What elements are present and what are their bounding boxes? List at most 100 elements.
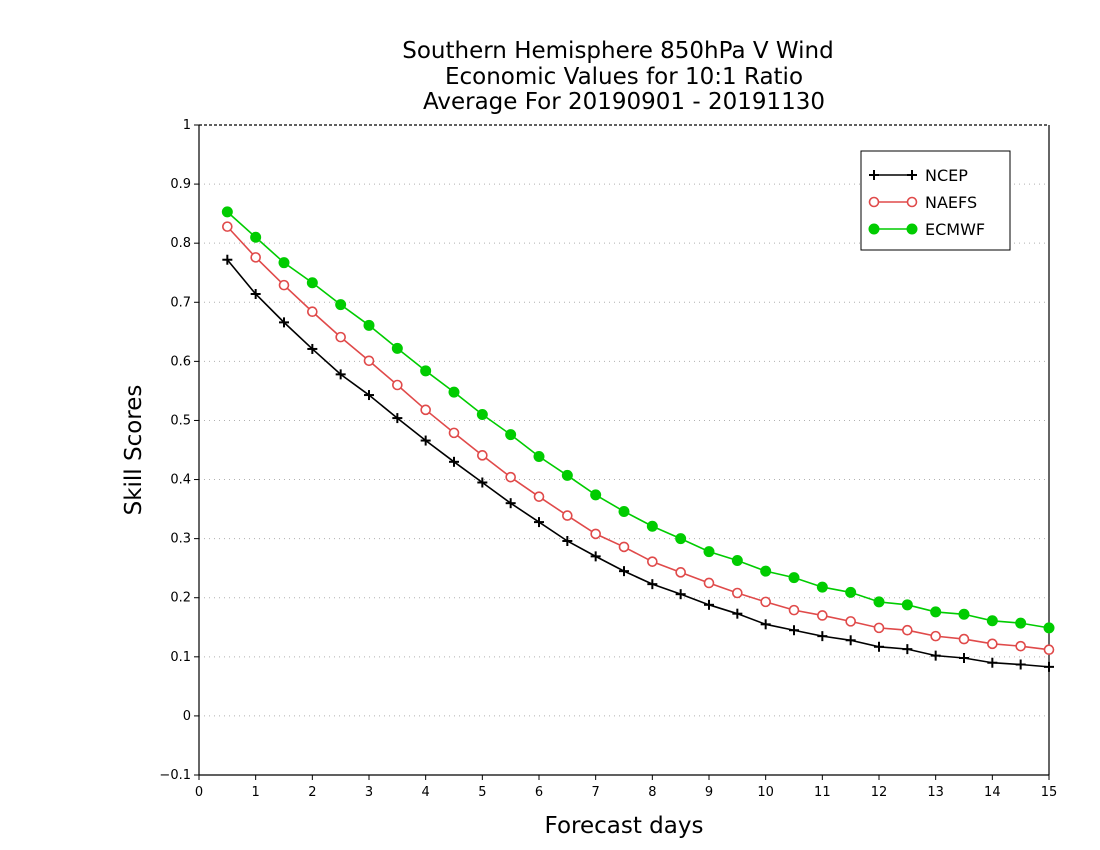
data-point-ncep bbox=[364, 390, 374, 401]
data-point-ncep bbox=[902, 644, 913, 655]
data-point-naefs bbox=[590, 528, 601, 540]
data-point-ecmwf bbox=[448, 386, 460, 398]
x-tick-label: 4 bbox=[422, 785, 430, 800]
data-point-ecmwf bbox=[731, 555, 743, 566]
data-point-naefs bbox=[845, 616, 856, 627]
data-point-naefs bbox=[647, 556, 658, 567]
data-point-ncep bbox=[789, 625, 799, 636]
y-tick-label: 0.5 bbox=[170, 413, 191, 428]
series-line-naefs bbox=[226, 226, 1050, 651]
data-point-naefs bbox=[250, 252, 261, 263]
data-point-ecmwf bbox=[986, 615, 998, 627]
legend-label-ncep: NCEP bbox=[925, 166, 968, 185]
data-point-ecmwf bbox=[391, 342, 403, 354]
series-naefs bbox=[222, 221, 1055, 656]
data-point-ncep bbox=[250, 289, 261, 299]
data-point-ncep bbox=[987, 657, 998, 668]
y-tick-label: 0 bbox=[183, 709, 191, 724]
data-point-ncep bbox=[505, 498, 516, 509]
x-axis-title: Forecast days bbox=[545, 813, 704, 839]
data-point-naefs bbox=[618, 541, 630, 553]
data-point-ecmwf bbox=[335, 299, 347, 311]
data-point-naefs bbox=[392, 379, 403, 391]
data-point-ncep bbox=[307, 343, 318, 354]
y-tick-label: 0.6 bbox=[170, 354, 191, 369]
data-point-naefs bbox=[817, 610, 828, 621]
x-tick-label: 13 bbox=[927, 785, 944, 800]
data-point-ecmwf bbox=[363, 319, 375, 331]
gridlines bbox=[199, 183, 1049, 717]
data-point-ncep bbox=[619, 566, 629, 577]
data-point-naefs bbox=[675, 567, 686, 578]
data-point-ecmwf bbox=[561, 469, 573, 481]
legend-item-ecmwf: ECMWF bbox=[868, 220, 985, 239]
x-tick-label: 14 bbox=[984, 785, 1001, 800]
data-point-ecmwf bbox=[476, 409, 488, 421]
legend-marker-ecmwf bbox=[868, 223, 880, 235]
data-point-naefs bbox=[760, 596, 771, 608]
data-point-ecmwf bbox=[420, 365, 432, 377]
y-axis-title: Skill Scores bbox=[121, 385, 147, 516]
data-point-naefs bbox=[363, 355, 375, 367]
x-tick-label: 9 bbox=[705, 785, 713, 800]
data-point-naefs bbox=[788, 604, 800, 616]
x-tick-label: 11 bbox=[814, 785, 831, 800]
data-point-ncep bbox=[675, 589, 686, 600]
series-line-ecmwf bbox=[226, 211, 1050, 629]
x-tick-label: 1 bbox=[252, 785, 260, 800]
data-point-ecmwf bbox=[1043, 622, 1055, 634]
data-point-ecmwf bbox=[816, 581, 828, 593]
data-point-naefs bbox=[307, 306, 318, 318]
data-point-naefs bbox=[987, 638, 998, 650]
data-point-naefs bbox=[958, 633, 970, 645]
data-point-ecmwf bbox=[958, 608, 970, 620]
data-point-naefs bbox=[703, 577, 715, 589]
x-tick-label: 7 bbox=[592, 785, 600, 800]
data-point-ecmwf bbox=[646, 520, 658, 532]
data-point-naefs bbox=[873, 622, 885, 634]
data-point-naefs bbox=[930, 630, 941, 642]
data-point-ncep bbox=[392, 413, 403, 424]
legend: NCEP NAEFS ECMWF bbox=[860, 150, 1011, 251]
data-point-naefs bbox=[505, 471, 516, 483]
y-tick-label: 0.2 bbox=[170, 591, 191, 606]
y-tick-label: 0.1 bbox=[170, 650, 191, 665]
series-line-ncep bbox=[226, 259, 1050, 668]
data-point-ecmwf bbox=[505, 429, 517, 441]
data-point-naefs bbox=[902, 624, 913, 636]
y-tick-label: 0.9 bbox=[170, 177, 191, 192]
data-point-naefs bbox=[420, 404, 431, 416]
series-ncep bbox=[222, 254, 1054, 672]
y-tick-label: 0.3 bbox=[170, 532, 191, 547]
legend-item-naefs: NAEFS bbox=[868, 193, 977, 212]
x-tick-label: 6 bbox=[535, 785, 543, 800]
data-point-ecmwf bbox=[930, 606, 942, 618]
data-point-ecmwf bbox=[221, 206, 233, 218]
data-point-ncep bbox=[959, 653, 969, 663]
y-tick-label: −0.1 bbox=[159, 768, 191, 783]
x-tick-label: 15 bbox=[1041, 785, 1058, 800]
data-point-ncep bbox=[1044, 661, 1054, 672]
data-point-naefs bbox=[335, 331, 346, 343]
series-ecmwf bbox=[221, 206, 1055, 634]
data-point-ncep bbox=[760, 619, 771, 630]
data-point-ecmwf bbox=[873, 596, 885, 608]
x-tick-label: 10 bbox=[757, 785, 774, 800]
legend-marker-ncep bbox=[869, 170, 879, 180]
legend-marker-ncep bbox=[907, 170, 917, 180]
data-point-ncep bbox=[704, 599, 714, 610]
axis-ticks: −0.100.10.20.30.40.50.60.70.80.910 1 2 3 4 5 6… bbox=[159, 118, 1057, 800]
data-point-ncep bbox=[449, 456, 459, 467]
y-tick-label: 0.8 bbox=[170, 236, 191, 251]
data-point-ncep bbox=[420, 435, 431, 446]
data-point-ecmwf bbox=[760, 565, 772, 577]
x-tick-label: 2 bbox=[308, 785, 316, 800]
data-point-ncep bbox=[845, 635, 856, 646]
legend-marker-naefs bbox=[906, 196, 918, 208]
data-point-naefs bbox=[562, 510, 573, 521]
data-point-ecmwf bbox=[788, 572, 800, 584]
data-point-ncep bbox=[562, 536, 573, 546]
data-series bbox=[221, 206, 1055, 672]
legend-marker-naefs bbox=[868, 196, 880, 208]
